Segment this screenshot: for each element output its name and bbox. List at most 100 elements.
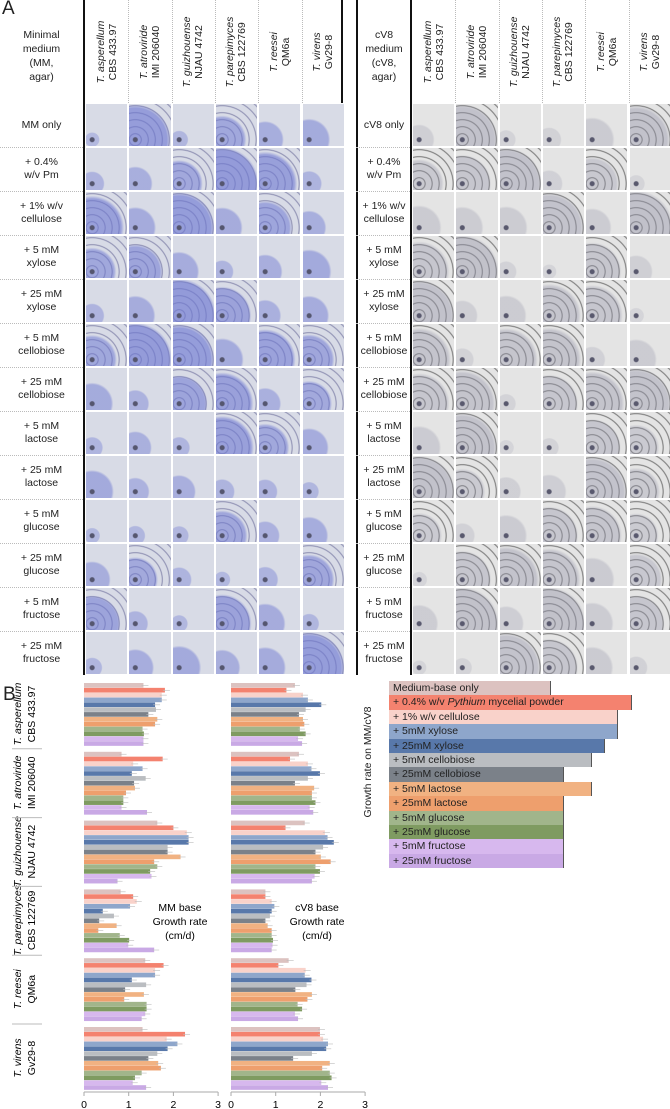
plate-photo (412, 543, 456, 587)
row-separator (356, 587, 410, 588)
row-separator (0, 499, 83, 500)
plate-photo (171, 631, 215, 675)
bar-1-0-1 (231, 687, 287, 693)
plate-photo (455, 411, 499, 455)
bar-0-4-1 (84, 963, 164, 968)
plate-photo (85, 235, 129, 279)
plate-photo (585, 367, 629, 411)
panel-b-letter: B (3, 684, 16, 705)
plate-photo (258, 455, 302, 499)
plate-photo (412, 367, 456, 411)
strain-id: CBS 122769 (236, 22, 249, 82)
bar-0-2-8 (84, 859, 155, 865)
bar-1-0-5 (231, 707, 306, 712)
bar-0-5-7 (84, 1060, 159, 1066)
condition-row-label: MM only (21, 118, 62, 131)
legend-label: + 5mM lactose (393, 782, 462, 795)
plate-photo (541, 367, 586, 411)
row-separator (0, 543, 83, 544)
strain-id: QM6a (279, 37, 292, 67)
bar-0-4-10 (84, 1006, 147, 1012)
plate-photo (455, 323, 499, 367)
plate-photo (301, 147, 345, 191)
bar-1-0-8 (231, 721, 305, 727)
bar-1-5-12 (231, 1085, 328, 1090)
bar-0-5-2 (84, 1036, 167, 1042)
plate-photo (628, 367, 670, 411)
bar-0-1-6 (84, 780, 135, 786)
column-separator (128, 0, 130, 103)
bar-0-2-5 (84, 844, 168, 850)
bar-0-1-11 (84, 805, 122, 810)
plate-photo (301, 191, 345, 235)
bar-1-4-1 (231, 963, 279, 968)
species-name: T. atroviride (464, 24, 477, 80)
plate-photo (498, 587, 542, 631)
plate-photo (301, 279, 345, 323)
row-separator (0, 147, 83, 148)
plate-photo (171, 499, 215, 543)
legend-label: + 25mM fructose (393, 854, 472, 867)
legend-label-rest: mycelial powder (485, 696, 564, 709)
bar-0-0-12 (84, 741, 144, 746)
strain-id: CBS 122769 (563, 22, 576, 82)
bar-0-0-9 (84, 726, 143, 732)
plate-photo (498, 191, 542, 235)
plate-photo (214, 235, 259, 279)
bar-1-3-3 (231, 903, 275, 909)
strain-column-header: T. reesei QM6a (585, 4, 628, 100)
bar-1-1-4 (231, 771, 320, 776)
bar-1-5-3 (231, 1041, 328, 1047)
strain-id: IMI 206040 (149, 25, 162, 79)
row-separator (356, 411, 410, 412)
row-separator (356, 631, 410, 632)
condition-row-label: + 5 mM lactose (23, 420, 60, 445)
plate-photo (171, 411, 215, 455)
plate-photo (541, 279, 586, 323)
strain-column-header: T. asperellum CBS 433.97 (412, 4, 455, 100)
plate-photo (85, 631, 129, 675)
x-tick-label: 1 (126, 1099, 132, 1109)
bar-1-3-0 (231, 889, 266, 895)
bar-0-1-7 (84, 785, 135, 791)
column-separator (498, 0, 500, 103)
plate-photo (455, 191, 499, 235)
cv8-medium-header: cV8 medium (cV8, agar) (365, 29, 403, 83)
condition-row-label: + 25 mM fructose (20, 640, 63, 665)
row-separator (0, 631, 83, 632)
plate-photo (301, 323, 345, 367)
plate-photo (628, 631, 670, 675)
bar-0-3-8 (84, 928, 99, 933)
bar-0-2-7 (84, 854, 181, 860)
plate-photo (498, 499, 542, 543)
bar-0-4-7 (84, 992, 144, 997)
plate-photo (412, 499, 456, 543)
plate-photo (85, 367, 129, 411)
condition-row-label: + 5 mM cellobiose (18, 332, 65, 357)
plate-photo (85, 411, 129, 455)
legend-ylabel: Growth rate on MM/cV8 (362, 706, 374, 818)
legend-item: + 5mM fructose (389, 839, 564, 854)
plate-photo (85, 499, 129, 543)
column-separator (585, 0, 587, 103)
bar-1-5-11 (231, 1080, 322, 1085)
row-separator (356, 279, 410, 280)
bar-1-5-1 (231, 1031, 320, 1037)
plate-photo (412, 235, 456, 279)
bar-1-2-0 (231, 820, 305, 826)
mm-plate-table: Minimal medium (MM, agar) T. asperellum C… (0, 0, 345, 675)
plate-photo (171, 543, 215, 587)
bar-1-0-2 (231, 692, 303, 698)
plate-photo (128, 235, 172, 279)
bar-0-0-6 (84, 712, 149, 717)
plate-photo (128, 543, 172, 587)
plate-photo (301, 367, 345, 411)
plate-photo (585, 411, 629, 455)
bar-1-4-9 (231, 1001, 298, 1007)
bar-0-3-7 (84, 923, 117, 928)
plate-photo (541, 587, 586, 631)
row-separator (0, 587, 83, 588)
column-separator (455, 0, 457, 103)
column-separator (301, 0, 303, 103)
plate-photo (628, 543, 670, 587)
